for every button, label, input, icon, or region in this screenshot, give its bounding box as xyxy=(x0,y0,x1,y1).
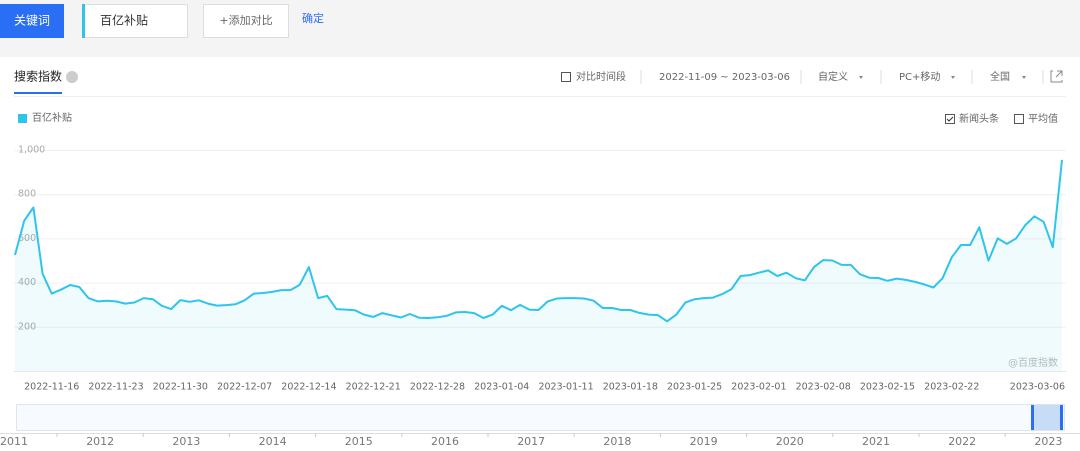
dropdown-arrow xyxy=(859,76,863,79)
x-tick-label: 2023-03-06 xyxy=(1010,382,1065,393)
dropdown-arrow xyxy=(951,76,955,79)
export-icon[interactable] xyxy=(1050,70,1063,83)
year-label: 2014 xyxy=(259,435,287,448)
news-label[interactable]: 新闻头条 xyxy=(959,112,999,125)
add-label[interactable]: +添加对比 xyxy=(219,13,272,27)
x-tick-label: 2023-01-25 xyxy=(667,382,722,393)
navigator-window[interactable] xyxy=(1032,405,1062,430)
year-label: 2011 xyxy=(0,435,28,448)
year-labels: 2011 2012 2013 2014 2015 2016 2017 2018 2019 2020… xyxy=(0,433,1062,448)
x-tick-label: 2023-02-22 xyxy=(924,382,979,393)
chart: 200 400 600 800 1,000 2022-11-16 2022-11-23 202… xyxy=(14,145,1066,393)
navigator-handle[interactable] xyxy=(1060,405,1063,430)
legend-label[interactable]: 百亿补贴 xyxy=(32,111,72,124)
keyword-color xyxy=(82,4,85,38)
year-label: 2016 xyxy=(431,435,459,448)
x-tick-label: 2023-01-11 xyxy=(538,382,593,393)
x-tick-label: 2022-12-28 xyxy=(410,382,465,393)
panel-title: 搜索指数 xyxy=(14,69,62,84)
watermark: @百度指数 xyxy=(1008,356,1058,369)
year-label: 2012 xyxy=(86,435,114,448)
title-underline xyxy=(14,92,62,94)
keyword-input[interactable] xyxy=(82,4,188,38)
compare-checkbox[interactable] xyxy=(561,72,571,82)
x-tick-label: 2022-12-21 xyxy=(346,382,401,393)
x-tick-label: 2023-01-18 xyxy=(603,382,658,393)
tab-button[interactable] xyxy=(0,4,64,38)
y-tick-label: 200 xyxy=(18,321,36,332)
area xyxy=(15,159,1062,371)
custom-select[interactable]: 自定义 xyxy=(818,70,848,83)
year-label: 2013 xyxy=(172,435,200,448)
year-label: 2020 xyxy=(776,435,804,448)
check-mark xyxy=(946,116,954,122)
year-label: 2019 xyxy=(690,435,718,448)
help-icon[interactable] xyxy=(66,71,78,83)
compare-label[interactable]: 对比时间段 xyxy=(576,70,626,83)
y-tick-label: 400 xyxy=(18,277,36,288)
average-label[interactable]: 平均值 xyxy=(1028,112,1058,125)
x-tick-label: 2022-11-30 xyxy=(153,382,208,393)
x-tick-label: 2022-11-23 xyxy=(88,382,143,393)
navigator-handle[interactable] xyxy=(1031,405,1034,430)
date-range[interactable]: 2022-11-09 ~ 2023-03-06 xyxy=(659,72,790,83)
line xyxy=(14,159,1063,323)
add-button[interactable] xyxy=(203,4,289,38)
y-tick-label: 800 xyxy=(18,189,36,200)
year-label: 2017 xyxy=(517,435,545,448)
y-tick-label: 600 xyxy=(18,233,36,244)
average-checkbox[interactable] xyxy=(1014,114,1024,124)
region-select[interactable]: 全国 xyxy=(990,70,1010,83)
legend-swatch xyxy=(18,114,27,123)
x-tick-label: 2023-02-15 xyxy=(860,382,915,393)
device-select[interactable]: PC+移动 xyxy=(899,70,940,83)
tab-label[interactable]: 关键词 xyxy=(14,14,50,28)
confirm-link[interactable]: 确定 xyxy=(302,11,324,25)
year-label: 2018 xyxy=(603,435,631,448)
year-label: 2015 xyxy=(345,435,373,448)
year-label: 2022 xyxy=(948,435,976,448)
navigator[interactable] xyxy=(16,404,1065,431)
x-tick-label: 2023-02-08 xyxy=(796,382,851,393)
keyword[interactable]: 百亿补贴 xyxy=(100,13,148,28)
news-checkbox[interactable] xyxy=(945,114,955,124)
x-tick-label: 2023-02-01 xyxy=(731,382,786,393)
x-tick-label: 2023-01-04 xyxy=(474,382,529,393)
y-tick-label: 1,000 xyxy=(18,145,45,156)
dropdown-arrow xyxy=(1022,76,1026,79)
x-tick-label: 2022-11-16 xyxy=(24,382,79,393)
year-label: 2023 xyxy=(1034,435,1062,448)
year-label: 2021 xyxy=(862,435,890,448)
x-tick-label: 2022-12-14 xyxy=(281,382,336,393)
x-tick-label: 2022-12-07 xyxy=(217,382,272,393)
